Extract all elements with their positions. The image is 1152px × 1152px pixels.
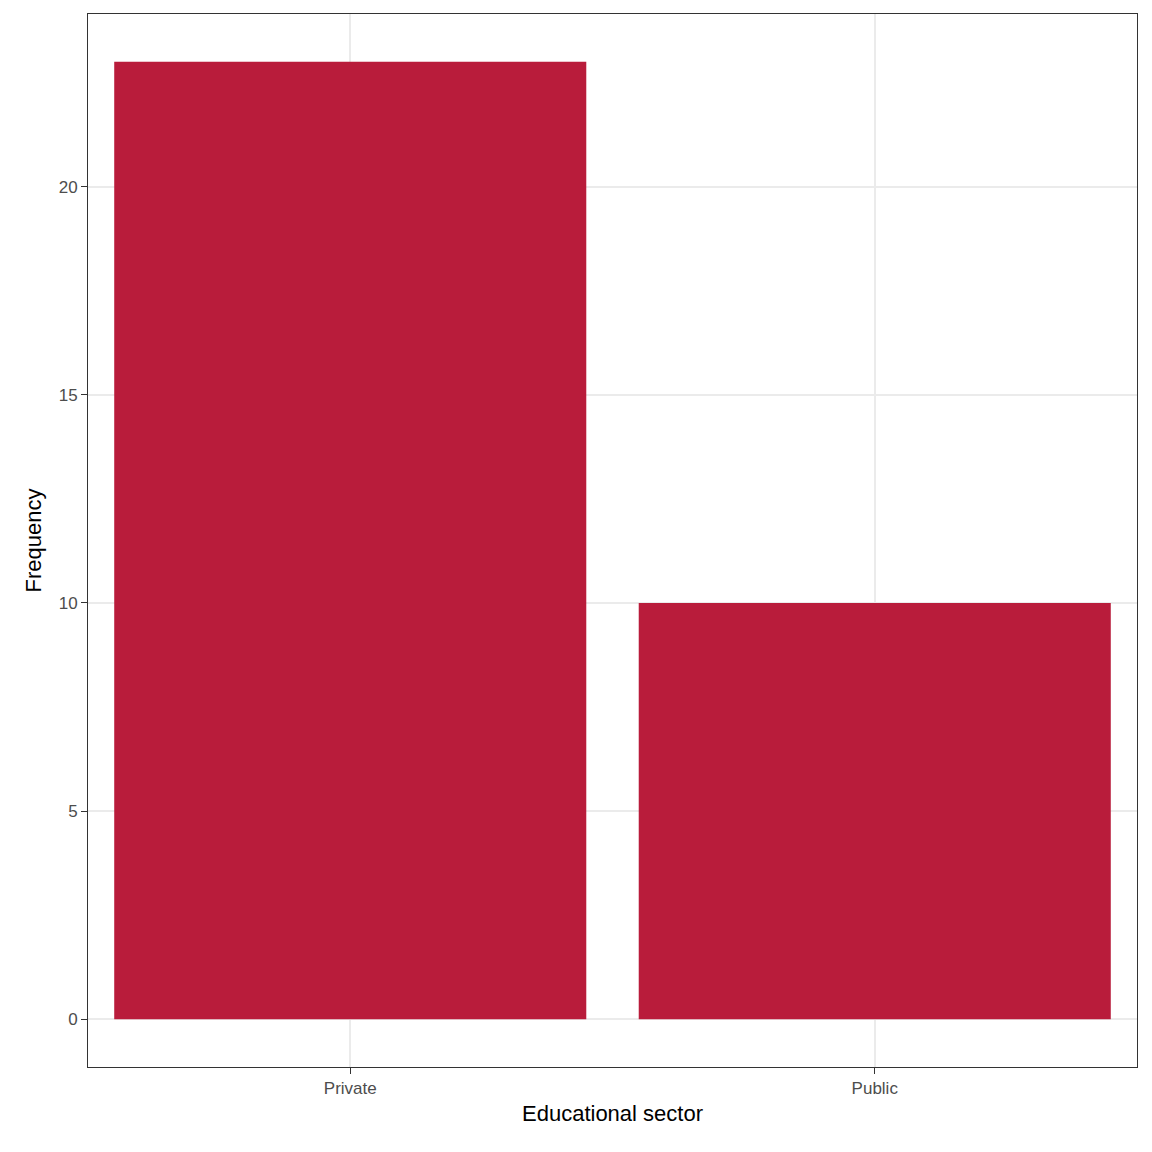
svg-text:20: 20 (59, 178, 78, 197)
svg-text:0: 0 (68, 1010, 77, 1029)
svg-text:5: 5 (68, 802, 77, 821)
svg-text:10: 10 (59, 594, 78, 613)
svg-text:Educational sector: Educational sector (522, 1101, 703, 1126)
svg-text:Public: Public (852, 1079, 899, 1098)
svg-text:Frequency: Frequency (21, 489, 46, 593)
svg-text:15: 15 (59, 386, 78, 405)
svg-text:Private: Private (324, 1079, 377, 1098)
